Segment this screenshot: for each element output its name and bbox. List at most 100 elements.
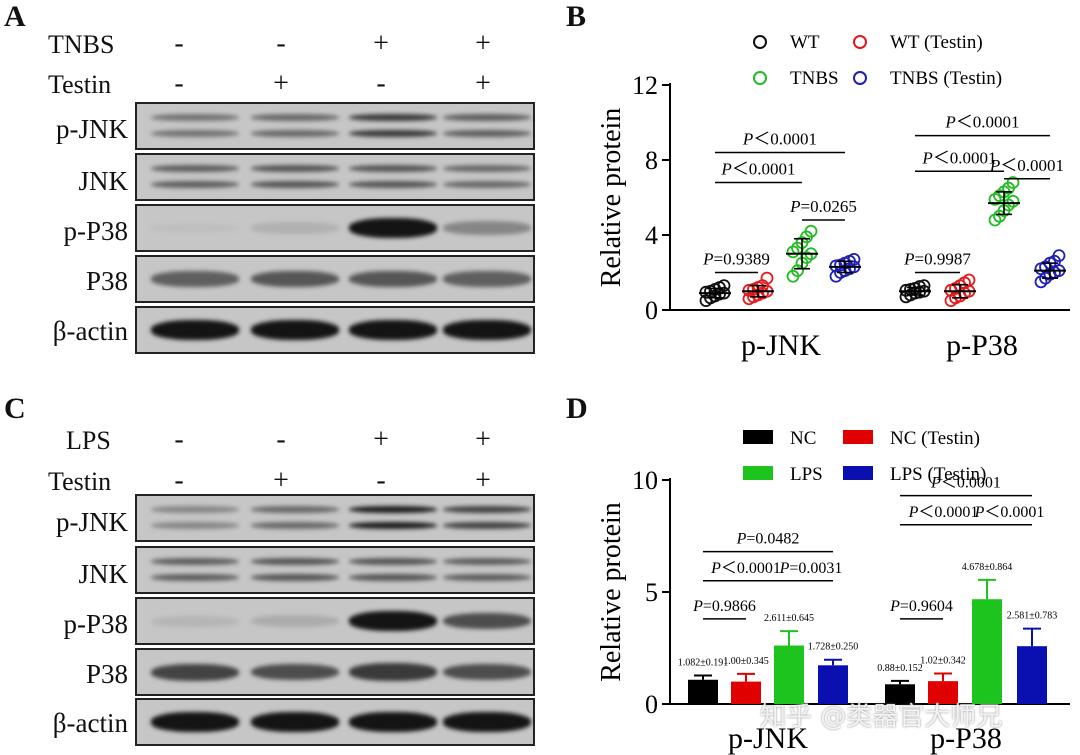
blot-band	[349, 557, 437, 565]
legend-label: NC (Testin)	[890, 428, 980, 449]
x-tick-label: p-JNK	[741, 329, 821, 362]
blot-band	[251, 113, 339, 121]
blot-band	[151, 615, 239, 627]
bar-value-label: 2.581±0.783	[1007, 611, 1058, 622]
blot-band	[443, 271, 531, 287]
western-blot-jnk	[135, 153, 535, 201]
blot-label-p38: P38	[85, 266, 128, 296]
legend-swatch	[743, 466, 773, 480]
y-tick-label: 0	[645, 690, 658, 719]
blot-band	[251, 129, 339, 137]
blot-band	[151, 113, 239, 121]
western-blot-beta-actin	[135, 306, 535, 354]
p-value-label: P=0.9604	[889, 598, 953, 615]
scatter-chart-b: 0 4 8 12 p-JNK p-P38 Relative protein WT WT (Tes…	[596, 32, 1070, 362]
blot-band	[443, 164, 531, 172]
p-value-label: P=0.9987	[903, 250, 971, 269]
blot-band	[443, 712, 531, 732]
p-value-label: P=0.0265	[789, 197, 857, 216]
blot-band	[251, 521, 339, 529]
bar-value-label: 1.02±0.342	[920, 655, 966, 666]
blot-label-beta-actin: β-actin	[52, 708, 128, 738]
bar	[1017, 646, 1047, 704]
blot-band	[349, 712, 437, 732]
sign: +	[273, 465, 289, 496]
x-tick-label: p-JNK	[728, 722, 808, 755]
bar-value-label: 2.611±0.645	[764, 613, 814, 624]
blot-band	[151, 164, 239, 172]
p-value-label: P＜0.0001	[921, 148, 996, 167]
p-value-label: P＜0.0001	[989, 156, 1064, 175]
bar-chart-d: 0 5 10 p-JNK p-P38 Relative protein NC NC (Test…	[596, 428, 1070, 755]
blot-band	[251, 180, 339, 188]
p-value-label: P＜0.0001	[710, 560, 781, 577]
blot-band	[251, 663, 339, 681]
blot-band	[349, 113, 437, 121]
y-tick-label: 5	[645, 578, 658, 607]
blot-label-p-jnk: p-JNK	[56, 114, 128, 144]
blot-band	[251, 320, 339, 340]
blot-band	[443, 129, 531, 137]
blot-label-p38: P38	[85, 659, 128, 689]
p-value-label: P=0.0482	[736, 531, 800, 548]
data-point	[962, 273, 976, 287]
y-tick-label: 12	[632, 71, 658, 100]
blot-band	[349, 320, 437, 340]
treatment-label-tnbs: TNBS	[48, 30, 115, 59]
p-value-label: P＜0.0001	[944, 113, 1019, 132]
sign: -	[174, 68, 184, 99]
blot-band	[251, 164, 339, 172]
treatment-label-lps: LPS	[66, 426, 111, 455]
bar-value-label: 4.678±0.864	[962, 562, 1013, 573]
panel-c-letter: C	[4, 392, 26, 425]
data-point	[1052, 249, 1066, 263]
western-blot-p38	[135, 648, 535, 696]
blot-band	[151, 712, 239, 732]
blot-band	[443, 573, 531, 581]
panel-a-letter: A	[4, 0, 26, 33]
blot-band	[349, 164, 437, 172]
blot-band	[151, 663, 239, 681]
blot-band	[443, 521, 531, 529]
panel-b-letter: B	[566, 0, 587, 33]
blot-band	[443, 505, 531, 513]
p-value-label: P＜0.0001	[742, 130, 817, 149]
blot-band	[151, 129, 239, 137]
legend-marker	[753, 35, 767, 49]
data-point	[760, 271, 774, 285]
blot-band	[151, 505, 239, 513]
blot-band	[349, 521, 437, 529]
bar	[818, 665, 848, 704]
legend-label: LPS (Testin)	[890, 464, 986, 485]
p-value-label: P＜0.0001	[908, 504, 979, 521]
sign: -	[376, 68, 386, 99]
blot-band	[151, 271, 239, 287]
blot-label-p-p38: p-P38	[63, 609, 128, 639]
data-point	[1006, 176, 1020, 189]
y-axis-label: Relative protein	[596, 108, 627, 288]
p-value-label: P=0.9389	[702, 250, 770, 269]
sign: -	[174, 465, 184, 496]
blot-band	[251, 505, 339, 513]
blot-band	[443, 557, 531, 565]
western-blot-p-jnk	[135, 102, 535, 150]
blot-band	[151, 222, 239, 234]
sign: -	[174, 424, 184, 455]
bar	[688, 679, 718, 704]
blot-band	[443, 221, 531, 235]
sign: +	[475, 424, 491, 455]
legend-marker	[853, 71, 867, 85]
western-blot-p-p38	[135, 597, 535, 645]
legend-label: WT	[790, 32, 820, 53]
watermark-text: 知乎 @类器官大师兄	[760, 702, 1003, 732]
blot-band	[443, 113, 531, 121]
blot-band	[349, 271, 437, 287]
blot-band	[349, 663, 437, 681]
blot-band	[251, 271, 339, 287]
bar	[928, 681, 958, 704]
legend-label: NC	[790, 428, 816, 449]
p-value-label: P＜0.0001	[930, 475, 1001, 492]
panel-d-letter: D	[566, 392, 588, 425]
sign: +	[475, 68, 491, 99]
legend-swatch	[843, 430, 873, 444]
